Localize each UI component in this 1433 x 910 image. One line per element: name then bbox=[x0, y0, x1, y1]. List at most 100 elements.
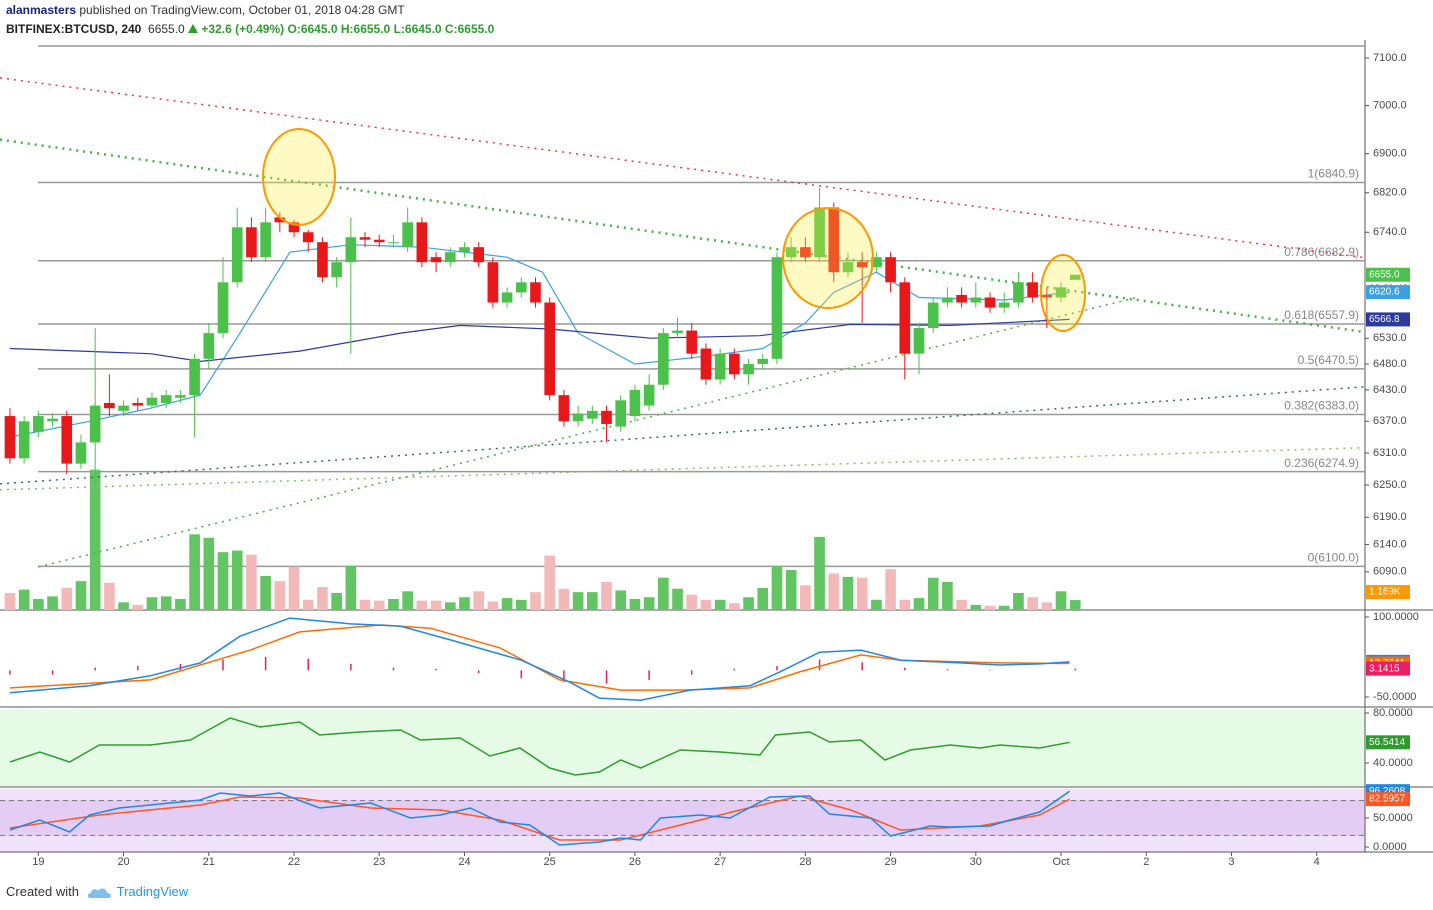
volume-badge: 1.169K bbox=[1369, 587, 1401, 598]
highlight-circle bbox=[1040, 254, 1086, 332]
candle-body bbox=[927, 302, 939, 329]
x-tick-label: 21 bbox=[203, 856, 215, 868]
x-tick-label: 27 bbox=[714, 856, 726, 868]
y-tick-label: 6190.0 bbox=[1373, 511, 1407, 523]
volume-bar bbox=[757, 587, 769, 610]
volume-bar bbox=[743, 597, 754, 610]
candle-body bbox=[1027, 282, 1038, 298]
y-tick-label: 6740.0 bbox=[1373, 226, 1407, 238]
volume-bar bbox=[871, 599, 882, 610]
volume-bar bbox=[785, 570, 797, 610]
volume-bar bbox=[515, 599, 527, 610]
candle-body bbox=[47, 418, 58, 422]
candle-body bbox=[302, 232, 314, 243]
volume-bar bbox=[430, 600, 442, 610]
candle-body bbox=[61, 416, 73, 464]
volume-bar bbox=[942, 581, 953, 610]
publish-info: published on TradingView.com, October 01… bbox=[76, 3, 405, 17]
ma-badge: 6566.8 bbox=[1369, 314, 1400, 325]
x-tick-label: 28 bbox=[799, 856, 811, 868]
volume-bar bbox=[61, 587, 73, 610]
candle-body bbox=[757, 358, 769, 364]
volume-bar bbox=[345, 565, 357, 610]
fib-label: 0.382(6383.0) bbox=[1284, 399, 1359, 413]
last-price: 6655.0 bbox=[148, 22, 185, 36]
volume-bar bbox=[643, 597, 655, 610]
indicator-badge-bg bbox=[1366, 661, 1410, 676]
y-tick-label: 6820.0 bbox=[1373, 187, 1407, 199]
publish-line: alanmasters published on TradingView.com… bbox=[6, 3, 405, 17]
volume-bar bbox=[544, 555, 556, 610]
indicator-badge-bg bbox=[1366, 792, 1410, 807]
x-tick-label: Oct bbox=[1052, 856, 1069, 868]
indicator-line bbox=[9, 624, 1070, 691]
candle-body bbox=[231, 227, 243, 283]
y-tick-label: 7100.0 bbox=[1373, 52, 1407, 64]
volume-bar bbox=[373, 600, 385, 610]
candle-body bbox=[430, 257, 442, 263]
candle-body bbox=[956, 294, 967, 303]
volume-bar bbox=[175, 598, 186, 610]
candle-body bbox=[643, 384, 655, 406]
candle-body bbox=[203, 333, 215, 359]
candle-body bbox=[998, 302, 1010, 308]
volume-bar bbox=[359, 599, 371, 610]
candle-body bbox=[260, 222, 271, 258]
x-tick-label: 4 bbox=[1314, 856, 1320, 868]
volume-bar bbox=[189, 534, 200, 610]
candle-body bbox=[771, 257, 783, 359]
y-tick-label: 50.0000 bbox=[1373, 812, 1413, 824]
annotations bbox=[262, 128, 1086, 332]
ma-badge: 6620.6 bbox=[1369, 287, 1400, 298]
indicator-line bbox=[9, 790, 1071, 846]
x-tick-label: 24 bbox=[458, 856, 470, 868]
volume-bar bbox=[260, 576, 271, 610]
fib-label: 0.236(6274.9) bbox=[1284, 456, 1359, 470]
candle-body bbox=[530, 282, 541, 303]
candle-body bbox=[913, 328, 925, 354]
x-tick-label: 26 bbox=[629, 856, 641, 868]
candle-body bbox=[388, 242, 399, 244]
created-with: Created with bbox=[6, 884, 79, 899]
volume-bar bbox=[885, 569, 896, 610]
volume-bar bbox=[302, 599, 314, 610]
volume-bar bbox=[1055, 591, 1067, 610]
candle-body bbox=[459, 247, 470, 253]
volume-bar bbox=[615, 590, 627, 610]
candle-body bbox=[373, 239, 385, 243]
volume-bar bbox=[1027, 597, 1038, 610]
candle-body bbox=[672, 330, 683, 334]
candle-body bbox=[4, 416, 16, 459]
candle-body bbox=[416, 222, 428, 263]
trendline bbox=[0, 138, 1366, 334]
candle-body bbox=[572, 413, 584, 422]
brand[interactable]: TradingView bbox=[116, 884, 189, 899]
volume-bar bbox=[217, 552, 229, 610]
candle-body bbox=[629, 389, 641, 417]
candle-body bbox=[274, 217, 286, 223]
volume-bar bbox=[104, 582, 115, 610]
candle-body bbox=[444, 252, 456, 263]
x-tick-label: 30 bbox=[970, 856, 982, 868]
trendline bbox=[0, 386, 1366, 485]
candle-body bbox=[544, 302, 556, 396]
volume-bar bbox=[771, 565, 783, 610]
volume-bar bbox=[629, 598, 641, 610]
volume-bar bbox=[913, 598, 925, 610]
y-tick-label: 100.0000 bbox=[1373, 611, 1419, 623]
candle-body bbox=[345, 237, 357, 263]
symbol-line: BITFINEX:BTCUSD, 240 6655.0 +32.6 (+0.49… bbox=[6, 22, 494, 36]
volume-bar bbox=[501, 598, 513, 610]
highlight-circle bbox=[262, 128, 336, 226]
candle-body bbox=[118, 405, 129, 411]
candle-body bbox=[217, 282, 229, 334]
candle-body bbox=[714, 353, 726, 380]
volume-bar bbox=[956, 599, 967, 610]
candle-body bbox=[146, 397, 158, 406]
y-tick-label: 0.0000 bbox=[1373, 841, 1407, 853]
volume-bar bbox=[714, 599, 726, 610]
volume-bar bbox=[814, 536, 825, 610]
y-tick-label: 40.0000 bbox=[1373, 757, 1413, 769]
volume-bar bbox=[657, 577, 669, 610]
